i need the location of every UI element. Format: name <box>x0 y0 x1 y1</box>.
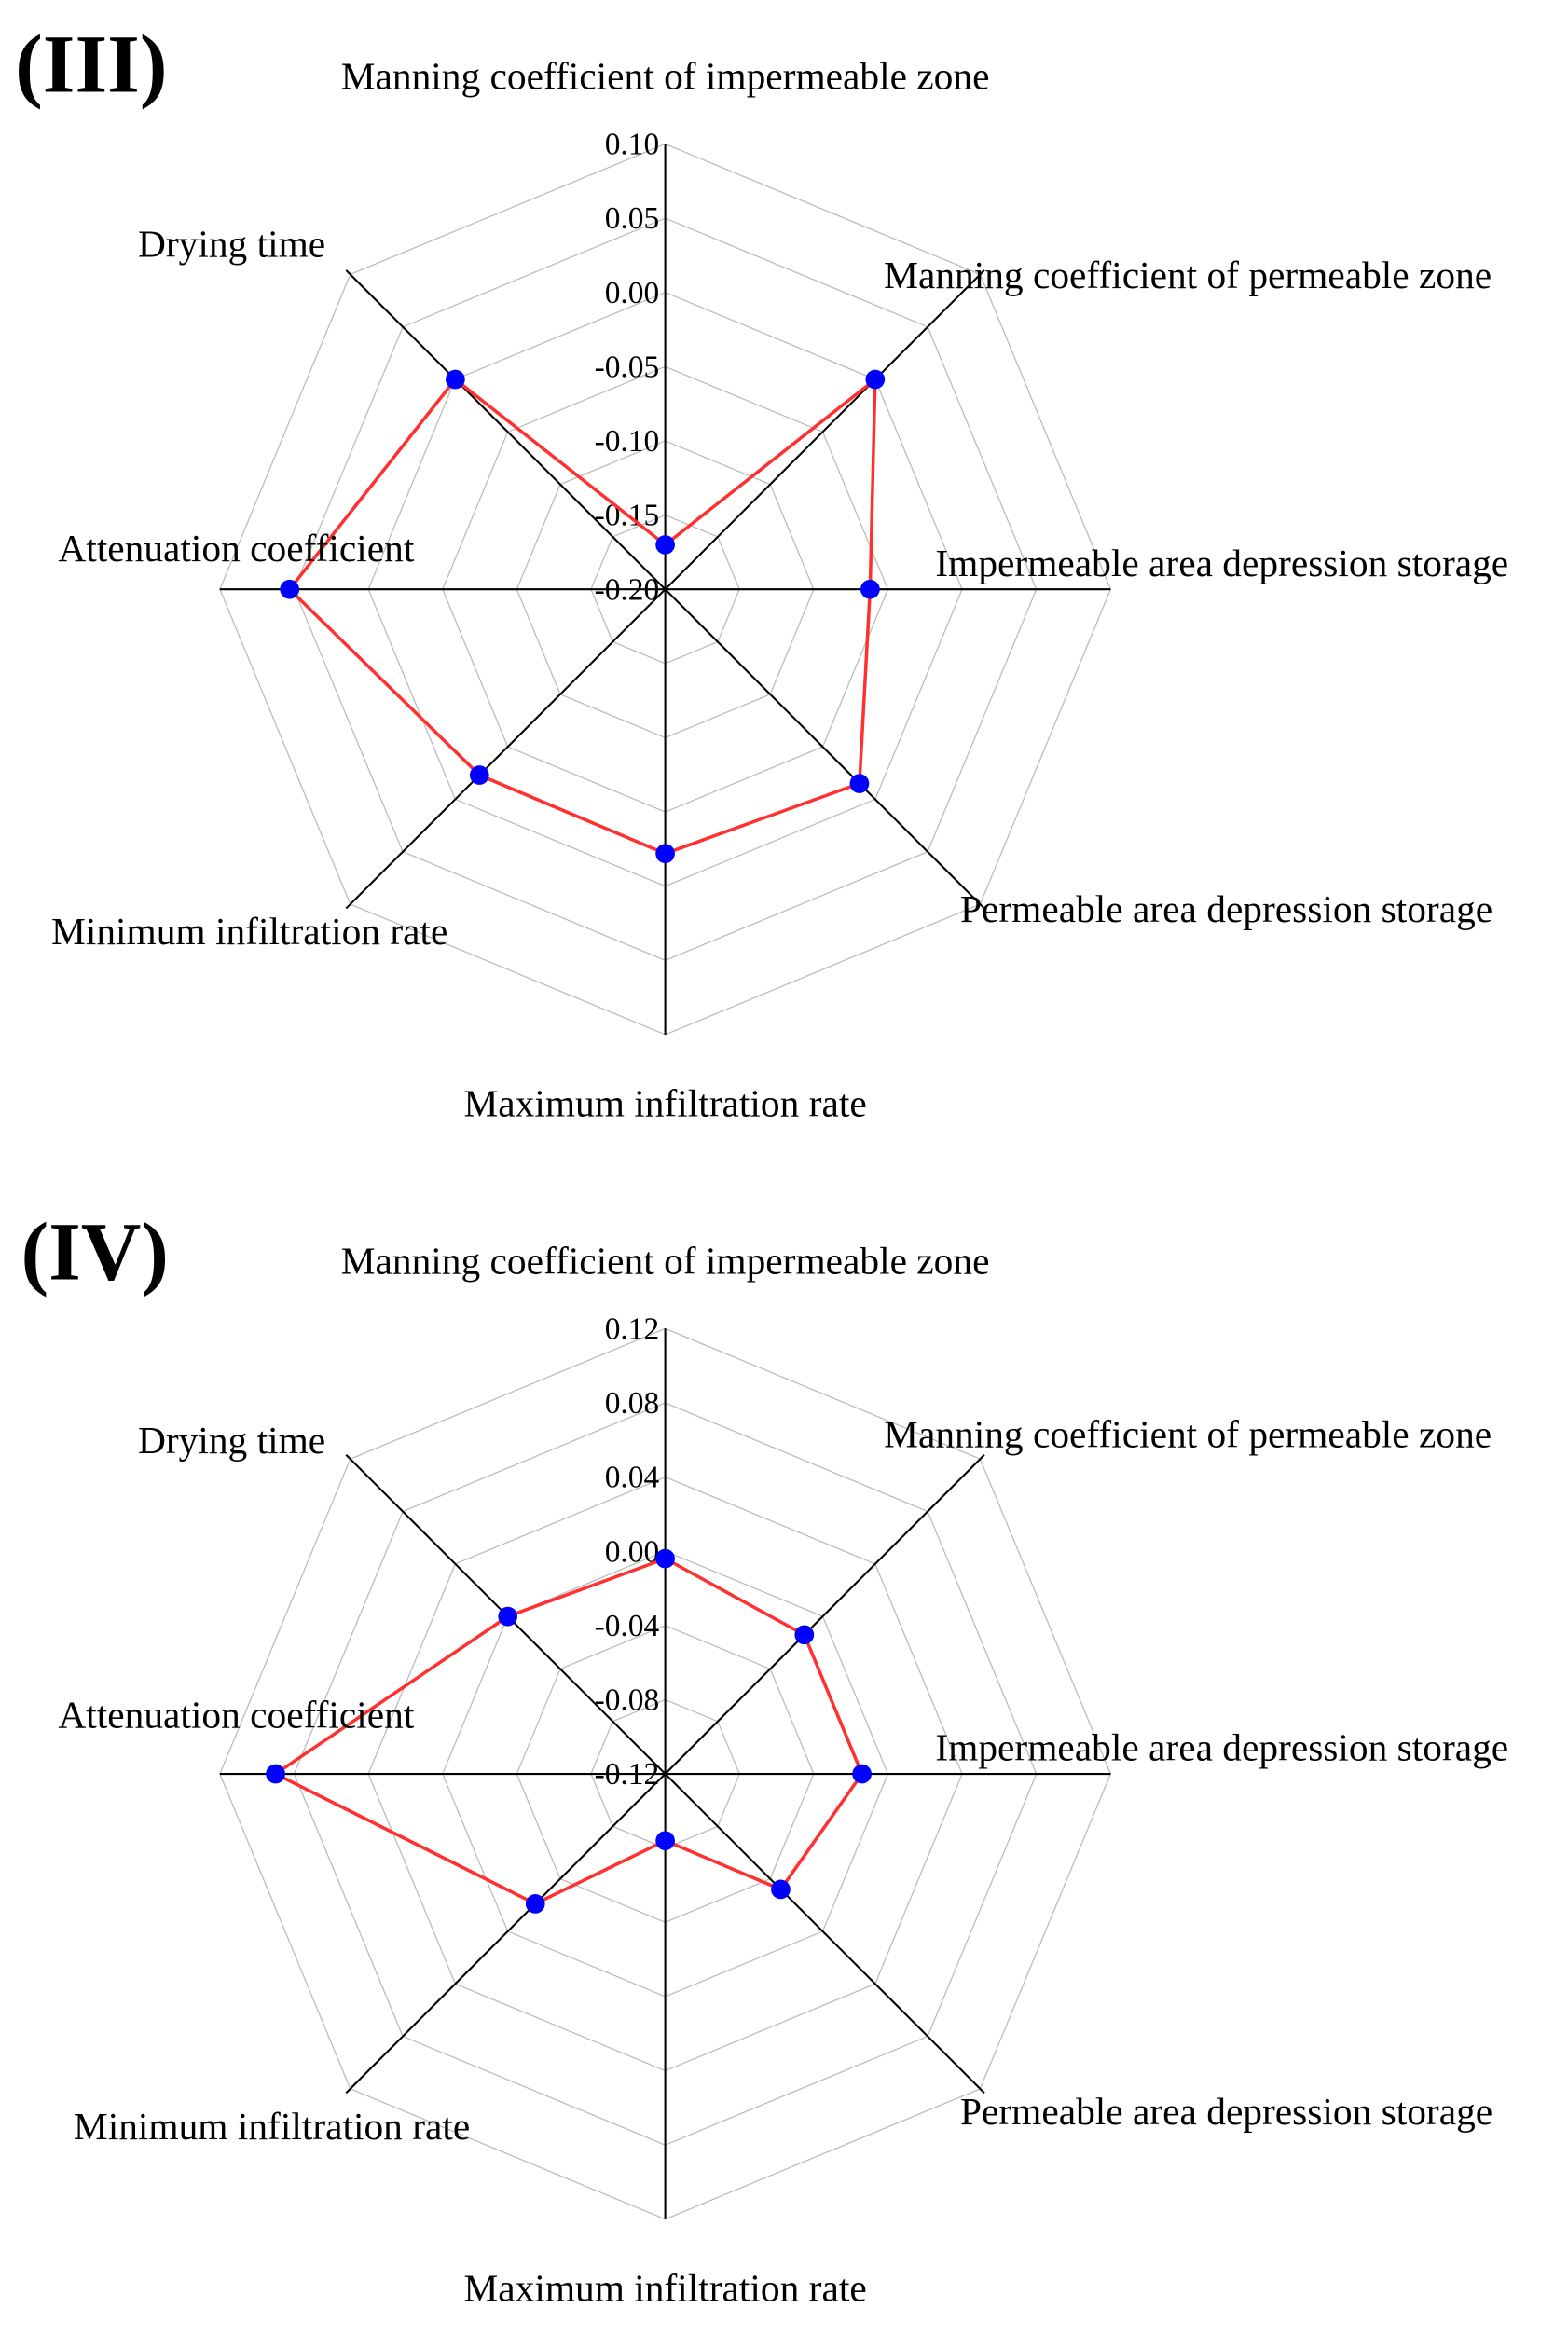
axis-label: Manning coefficient of permeable zone <box>884 1413 1492 1456</box>
tick-label: -0.20 <box>595 572 660 607</box>
tick-label: 0.08 <box>605 1386 660 1421</box>
axis-line <box>345 269 667 590</box>
axis-label: Impermeable area depression storage <box>935 542 1508 584</box>
axis-label: Permeable area depression storage <box>960 887 1492 930</box>
axis-label: Attenuation coefficient <box>58 527 414 570</box>
axis-line <box>345 1773 667 2095</box>
axis-label: Attenuation coefficient <box>58 1694 414 1737</box>
axis-label: Manning coefficient of impermeable zone <box>341 1239 990 1282</box>
axis-label: Minimum infiltration rate <box>74 2105 470 2148</box>
data-point <box>266 1764 285 1784</box>
radar-chart-1: -0.20-0.15-0.10-0.050.000.050.10Manning … <box>15 20 1508 1125</box>
axis-label: Maximum infiltration rate <box>463 1082 866 1125</box>
axis-line <box>664 1773 985 2095</box>
axis-label: Drying time <box>138 1419 325 1462</box>
data-point <box>655 535 675 555</box>
tick-label: -0.04 <box>595 1609 660 1643</box>
axis-label: Drying time <box>138 223 325 266</box>
panel-title: (III) <box>15 20 167 111</box>
data-point <box>446 369 465 390</box>
data-point <box>771 1879 791 1900</box>
data-point <box>655 1548 675 1569</box>
axis-label: Minimum infiltration rate <box>51 910 447 953</box>
axis-line <box>664 269 985 590</box>
axis-line <box>664 1453 985 1775</box>
tick-label: 0.04 <box>605 1461 660 1495</box>
data-point <box>860 579 880 599</box>
data-point <box>655 844 675 864</box>
axis-label: Manning coefficient of impermeable zone <box>341 55 990 98</box>
data-point <box>852 1764 872 1784</box>
axis-label: Maximum infiltration rate <box>463 2266 866 2309</box>
data-point <box>525 1894 545 1914</box>
tick-label: -0.05 <box>595 350 660 384</box>
data-point <box>865 369 886 390</box>
tick-label: -0.12 <box>595 1757 660 1792</box>
tick-label: 0.05 <box>605 201 660 236</box>
tick-label: 0.10 <box>605 128 660 162</box>
axis-line <box>345 588 667 910</box>
axis-label: Impermeable area depression storage <box>935 1726 1508 1769</box>
data-point <box>469 765 489 785</box>
tick-label: -0.08 <box>595 1683 660 1718</box>
panel-title: (IV) <box>21 1207 168 1298</box>
axis-label: Permeable area depression storage <box>960 2090 1492 2133</box>
data-point <box>849 774 870 793</box>
data-point <box>280 579 300 599</box>
axis-line <box>664 588 985 910</box>
tick-label: 0.12 <box>605 1312 660 1346</box>
axis-label: Manning coefficient of permeable zone <box>884 254 1492 296</box>
data-series-line <box>287 376 877 856</box>
data-point <box>498 1606 518 1627</box>
data-point <box>655 1831 675 1851</box>
tick-label: -0.10 <box>595 424 660 459</box>
data-point <box>794 1625 815 1645</box>
tick-label: 0.00 <box>605 276 660 310</box>
